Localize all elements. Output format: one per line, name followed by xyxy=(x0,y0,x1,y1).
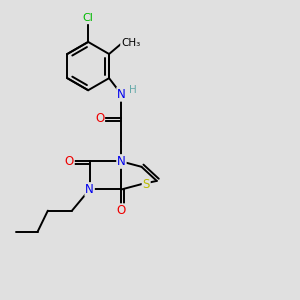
Text: N: N xyxy=(117,88,126,101)
Text: O: O xyxy=(95,112,104,125)
Text: O: O xyxy=(65,155,74,168)
Text: CH₃: CH₃ xyxy=(121,38,140,48)
Text: N: N xyxy=(85,183,94,196)
Text: O: O xyxy=(117,204,126,217)
Text: S: S xyxy=(142,178,150,191)
Text: H: H xyxy=(129,85,136,95)
Text: Cl: Cl xyxy=(83,14,94,23)
Text: N: N xyxy=(117,155,126,168)
